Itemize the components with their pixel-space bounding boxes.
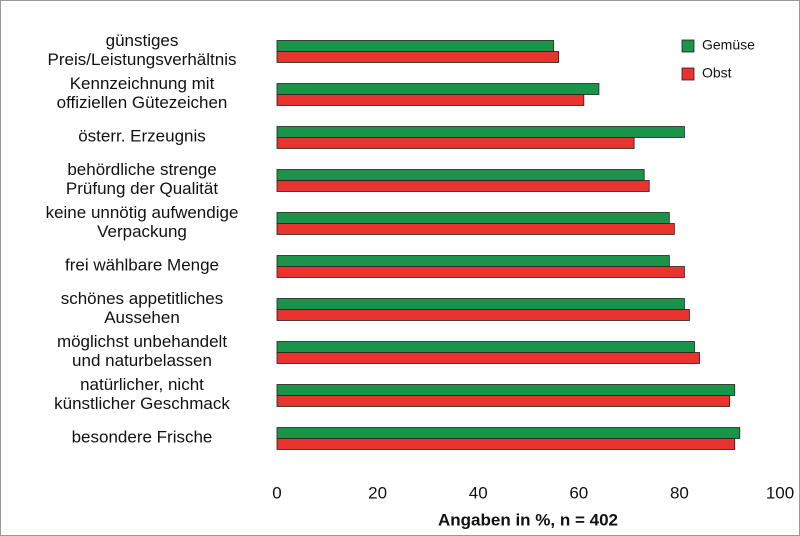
bar [276,255,670,267]
x-tick-label: 0 [272,483,281,502]
bar [276,427,741,439]
x-axis-title: Angaben in %, n = 402 [438,510,618,529]
y-tick-label: besondere Frische [72,428,213,447]
bar [276,212,670,224]
legend-swatch [681,67,695,81]
y-tick-label: keine unnötig aufwendige Verpackung [46,203,239,241]
x-tick-label: 40 [469,483,488,502]
x-tick-label: 80 [670,483,689,502]
bar [276,169,645,181]
bar [276,83,600,95]
bar [276,298,685,310]
y-tick-label: möglichst unbehandelt und naturbelassen [57,332,227,370]
bar [276,384,736,396]
bar [276,137,635,149]
bar [276,438,736,450]
legend-swatch [681,39,695,53]
legend-label: Obst [702,65,732,81]
x-tick-label: 100 [766,483,794,502]
bar [276,309,690,321]
y-tick-label: frei wählbare Menge [65,256,219,275]
y-tick-label: günstiges Preis/Leistungsverhältnis [48,31,237,69]
y-tick-label: behördliche strenge Prüfung der Qualität [66,160,218,198]
bar [276,341,695,353]
x-tick-label: 60 [569,483,588,502]
legend-label: Gemüse [702,37,755,53]
bar [276,40,555,52]
x-tick-label: 20 [368,483,387,502]
bar [276,395,731,407]
bar [276,266,685,278]
bar [276,126,685,138]
bar [276,51,560,63]
y-tick-label: Kennzeichnung mit offiziellen Gütezeichen [57,74,228,112]
bar [276,94,585,106]
y-tick-label: schönes appetitliches Aussehen [61,289,224,327]
bar [276,223,675,235]
y-tick-label: natürlicher, nicht künstlicher Geschmack [54,375,230,413]
bar [276,352,700,364]
y-tick-label: österr. Erzeugnis [78,127,206,146]
bar [276,180,650,192]
